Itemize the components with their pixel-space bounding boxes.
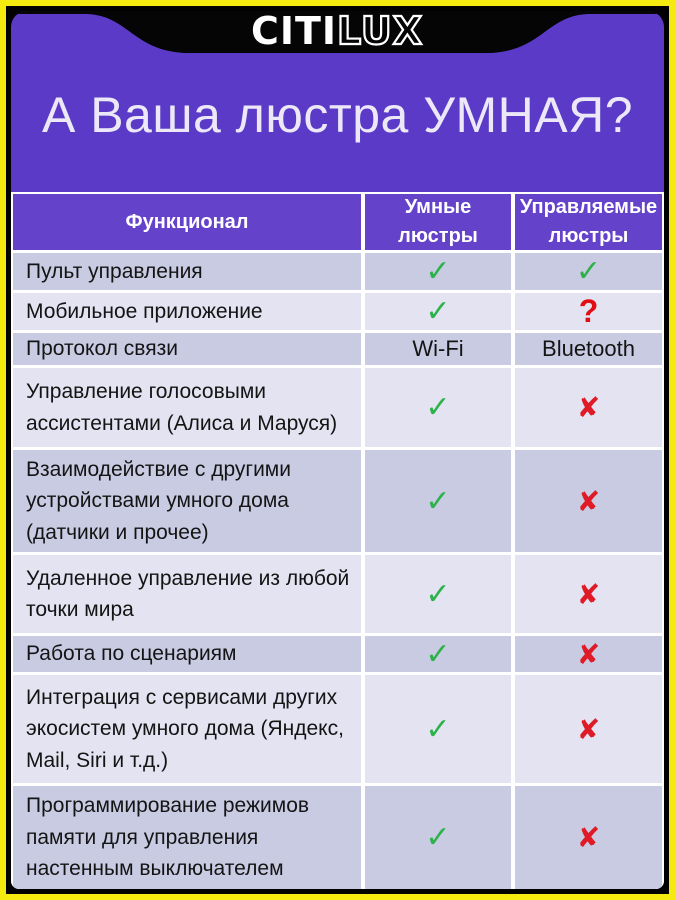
check-mark: ✓ [365,675,511,783]
feature-cell: Мобильное приложение [13,293,361,330]
feature-cell: Программирование режимов памяти для упра… [13,786,361,889]
check-mark: ✓ [515,253,662,290]
cross-mark: ✘ [515,786,662,889]
cross-mark: ✘ [515,636,662,672]
column-header-controlled: Управляемые люстры [515,194,662,250]
check-mark: ✓ [365,368,511,447]
feature-cell: Работа по сценариям [13,636,361,672]
column-header-feature: Функционал [13,194,361,250]
check-mark: ✓ [365,450,511,552]
check-mark: ✓ [365,253,511,290]
feature-cell: Взаимодействие с другими устройствами ум… [13,450,361,552]
check-mark: ✓ [365,555,511,633]
content-panel: CITILUX А Ваша люстра УМНАЯ? Функционал … [11,11,664,889]
brand-lux: LUX [337,11,423,53]
cross-mark: ✘ [515,450,662,552]
check-mark: ✓ [365,786,511,889]
black-border: CITILUX А Ваша люстра УМНАЯ? Функционал … [6,6,669,894]
cross-mark: ✘ [515,368,662,447]
brand-citi: CITI [251,11,337,53]
page-title: А Ваша люстра УМНАЯ? [41,87,634,143]
value-text: Wi-Fi [365,333,511,365]
column-header-smart: Умные люстры [365,194,511,250]
value-text: Bluetooth [515,333,662,365]
check-mark: ✓ [365,636,511,672]
cross-mark: ✘ [515,555,662,633]
brand-banner: CITILUX [11,11,664,54]
comparison-table: Функционал Умные люстры Управляемые люст… [11,192,664,889]
feature-cell: Управление голосовыми ассистентами (Алис… [13,368,361,447]
feature-cell: Удаленное управление из любой точки мира [13,555,361,633]
feature-cell: Протокол связи [13,333,361,365]
feature-cell: Пульт управления [13,253,361,290]
question-mark: ? [515,293,662,330]
feature-cell: Интеграция с сервисами других экосистем … [13,675,361,783]
banner-shape [11,11,664,53]
check-mark: ✓ [365,293,511,330]
cross-mark: ✘ [515,675,662,783]
citilux-logo: CITILUX [251,11,423,53]
